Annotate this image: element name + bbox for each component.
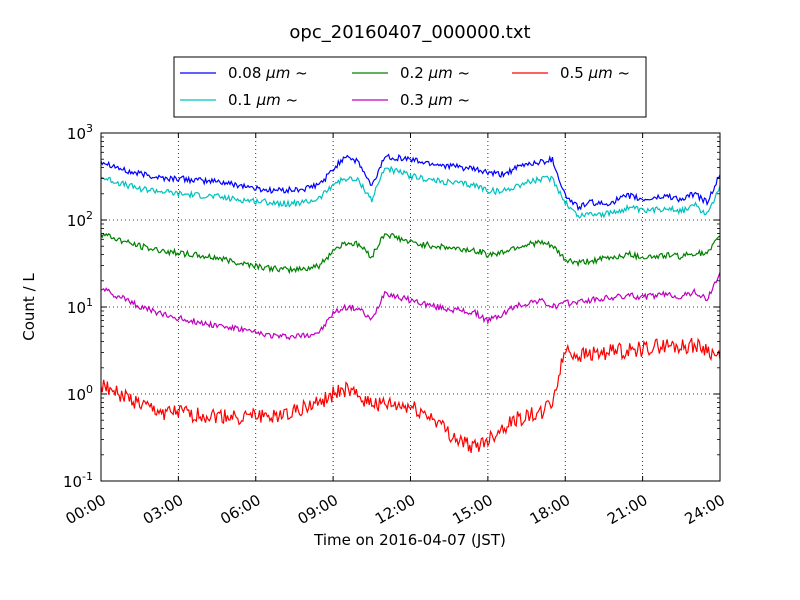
series-layer [100, 153, 721, 453]
chart-title: opc_20160407_000000.txt [289, 22, 530, 43]
x-tick-label: 12:00 [372, 491, 418, 528]
y-tick-label: 101 [67, 296, 93, 317]
legend-label: 0.2 μm ~ [400, 64, 470, 82]
x-tick-label: 18:00 [527, 491, 573, 528]
y-tick-label: 100 [67, 383, 93, 404]
legend: 0.08 μm ~ 0.1 μm ~ 0.2 μm ~ 0.3 μm ~ 0.5 μm … [173, 56, 647, 118]
legend-label: 0.3 μm ~ [400, 91, 470, 109]
x-tick-label: 00:00 [63, 491, 109, 528]
x-tick-label: 15:00 [449, 491, 495, 528]
x-tick-label: 24:00 [682, 491, 728, 528]
series-line-0_5 [100, 337, 721, 453]
x-tick-label: 03:00 [140, 491, 186, 528]
y-axis-label: Count / L [20, 273, 38, 341]
legend-box [173, 56, 647, 118]
gridlines [101, 133, 720, 481]
legend-label: 0.1 μm ~ [228, 91, 298, 109]
x-tick-labels: 00:00 03:00 06:00 09:00 12:00 15:00 18:00 21:00… [63, 491, 728, 528]
x-tick-label: 21:00 [604, 491, 650, 528]
x-tick-label: 06:00 [217, 491, 263, 528]
y-tick-labels: 10-1 100 101 102 103 [63, 122, 93, 491]
legend-label: 0.5 μm ~ [560, 64, 630, 82]
series-line-0_2 [100, 232, 721, 275]
ticks [100, 132, 721, 482]
y-tick-label: 103 [67, 122, 93, 143]
series-line-0_3 [100, 272, 721, 341]
series-line-0_1 [100, 165, 721, 219]
legend-label: 0.08 μm ~ [228, 64, 308, 82]
x-tick-label: 09:00 [295, 491, 341, 528]
series-line-0_08 [100, 153, 721, 212]
x-axis-label: Time on 2016-04-07 (JST) [313, 531, 506, 549]
y-tick-label: 10-1 [63, 470, 93, 491]
y-tick-label: 102 [67, 209, 93, 230]
